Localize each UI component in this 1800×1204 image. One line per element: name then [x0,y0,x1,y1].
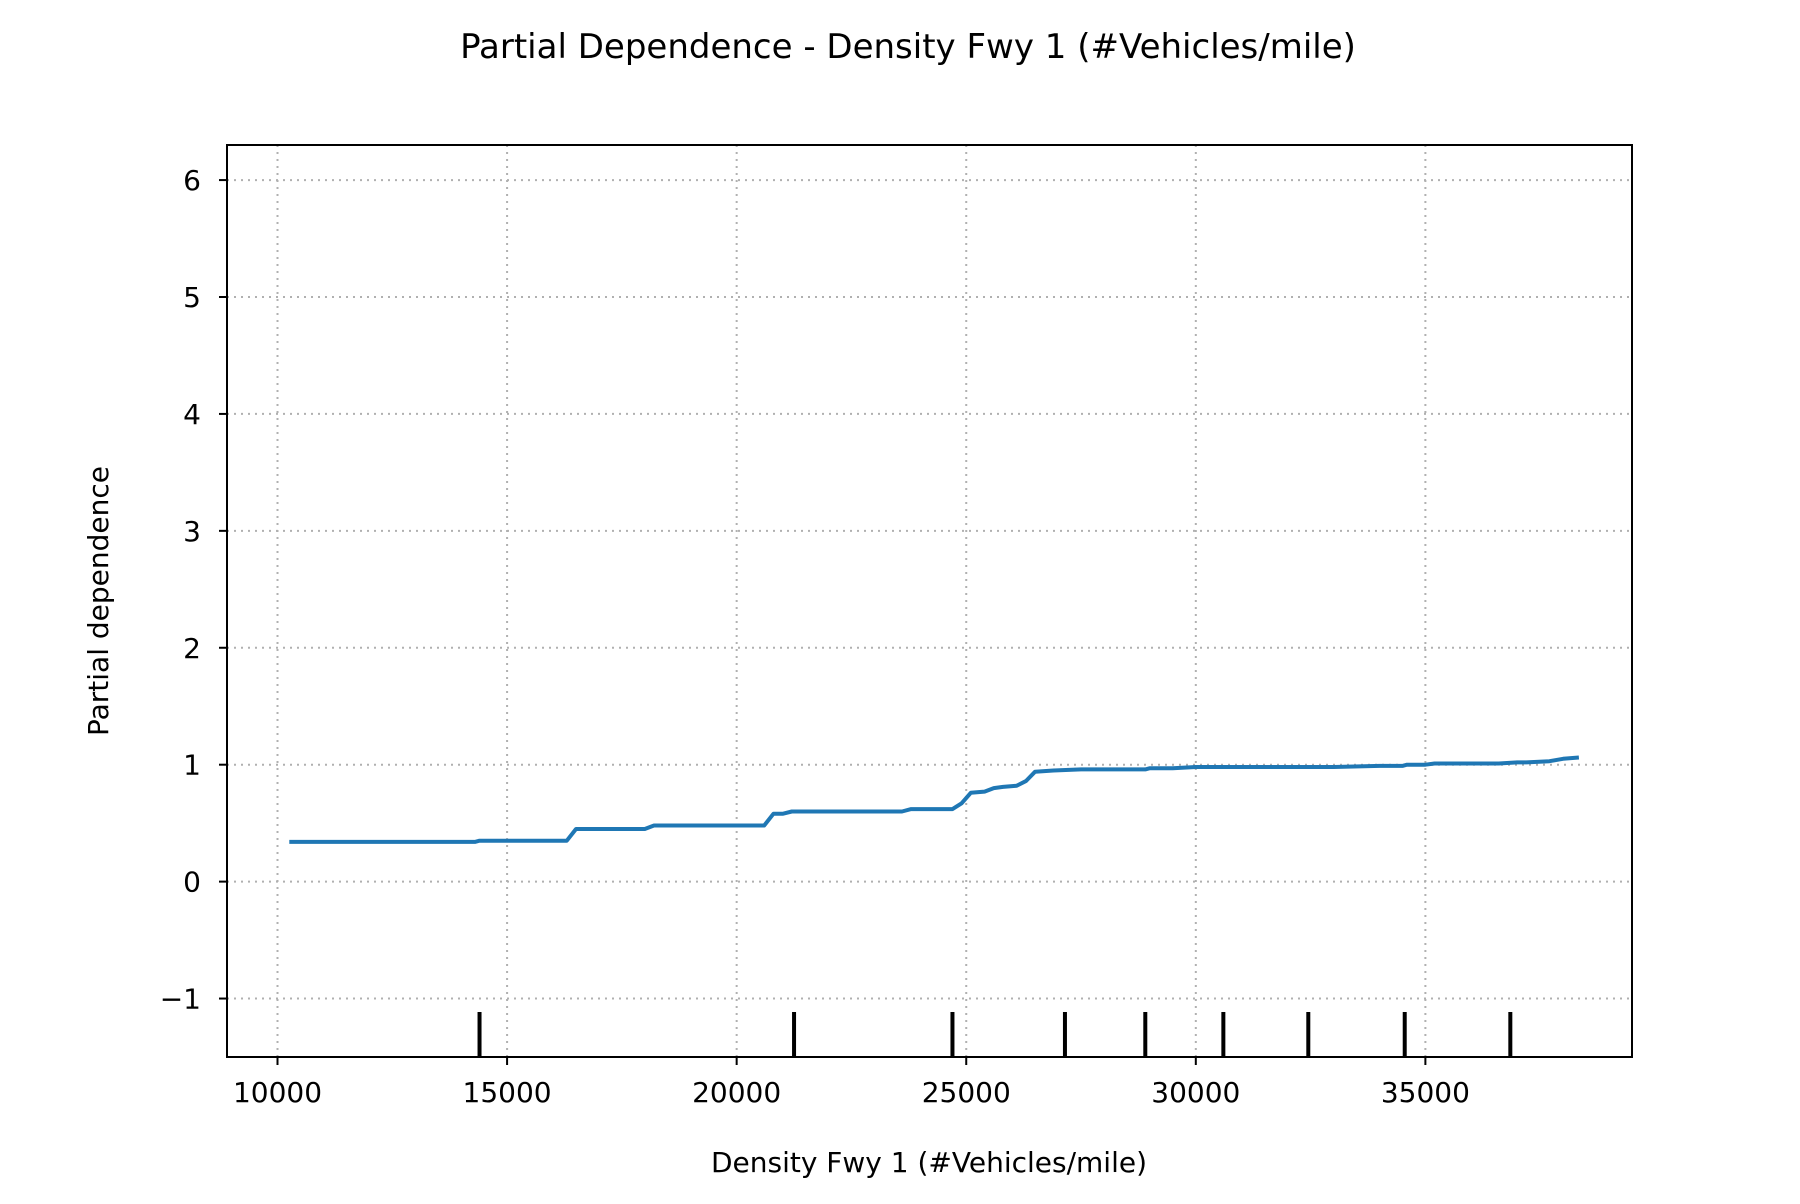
y-tick-label: 5 [183,281,201,314]
y-tick-label: 2 [183,632,201,665]
x-tick-label: 35000 [1381,1076,1470,1109]
y-tick-label: −1 [160,983,201,1016]
series-line [289,755,1580,844]
x-tick-label: 15000 [463,1076,552,1109]
y-axis-label: Partial dependence [82,466,115,736]
y-tick-label: 3 [183,515,201,548]
chart-title: Partial Dependence - Density Fwy 1 (#Veh… [460,27,1356,67]
x-axis-label: Density Fwy 1 (#Vehicles/mile) [711,1146,1147,1179]
decile-rug [477,1012,1513,1057]
y-tick-label: 4 [183,398,201,431]
y-tick-label: 0 [183,866,201,899]
x-tick-label: 20000 [692,1076,781,1109]
x-tick-label: 25000 [922,1076,1011,1109]
series-layer [289,755,1580,844]
y-tick-label: 1 [183,749,201,782]
plot-frame [226,144,1633,1058]
x-tick-label: 30000 [1151,1076,1240,1109]
y-axis-ticks: −1 0 1 2 3 4 5 6 [160,164,227,1016]
y-tick-label: 6 [183,164,201,197]
x-tick-label: 10000 [233,1076,322,1109]
x-axis-ticks: 10000 15000 20000 25000 30000 35000 [233,1057,1470,1109]
